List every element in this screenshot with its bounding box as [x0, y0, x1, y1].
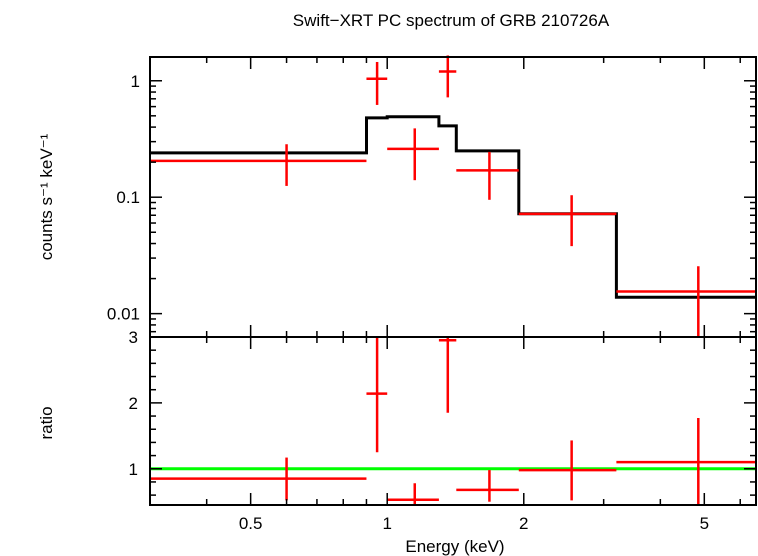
ratio-point	[616, 418, 756, 505]
ratio-frame	[149, 336, 757, 506]
chart-title: Swift−XRT PC spectrum of GRB 210726A	[293, 11, 610, 30]
ratio-point	[366, 337, 388, 453]
spectrum-frame	[149, 56, 757, 338]
x-tick-label: 2	[519, 514, 528, 533]
y-tick-label: 2	[129, 394, 138, 413]
x-tick-label: 0.5	[239, 514, 263, 533]
model-step-line	[150, 115, 756, 299]
x-tick-label: 1	[382, 514, 391, 533]
y-tick-label: 0.01	[107, 305, 140, 324]
y-tick-label: 1	[131, 72, 140, 91]
ratio-point	[518, 440, 617, 501]
ratio-point	[456, 470, 519, 502]
ratio-point	[438, 337, 457, 413]
spectrum-panel: 0.01 0.1 1	[107, 55, 757, 338]
data-point	[150, 144, 367, 186]
y-axis-label-spectrum: counts s⁻¹ keV⁻¹	[37, 133, 56, 260]
ratio-point	[387, 483, 439, 505]
data-point	[456, 151, 519, 200]
y-tick-label: 1	[129, 460, 138, 479]
y-axis-label-ratio: ratio	[37, 406, 56, 439]
ratio-panel: 1 2 3 0.5 1 2 5	[129, 328, 757, 533]
data-point	[616, 266, 756, 337]
x-tick-label: 5	[700, 514, 709, 533]
data-point	[438, 55, 457, 98]
y-tick-label: 0.1	[116, 188, 140, 207]
y-tick-label: 3	[129, 328, 138, 347]
data-point	[387, 128, 439, 181]
ratio-point	[150, 457, 367, 501]
data-point	[366, 61, 388, 105]
data-point	[518, 195, 617, 247]
x-axis-label: Energy (keV)	[405, 537, 504, 556]
